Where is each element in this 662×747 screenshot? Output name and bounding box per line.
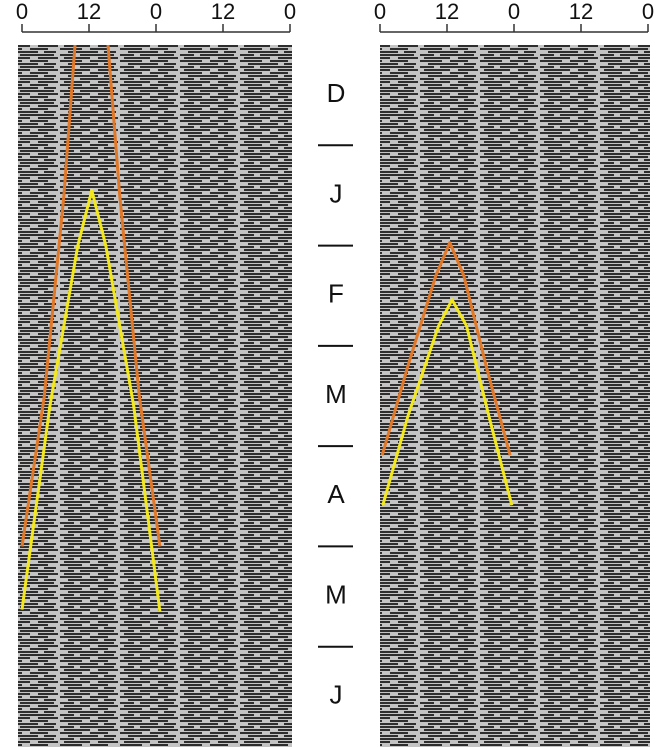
month-label: J <box>330 178 343 208</box>
month-label: M <box>325 579 347 609</box>
activity-raster <box>18 45 292 747</box>
x-tick-label: 0 <box>150 0 162 24</box>
month-label: F <box>328 279 344 309</box>
x-tick-label: 0 <box>508 0 520 24</box>
x-tick-label: 0 <box>374 0 386 24</box>
x-tick-label: 0 <box>16 0 28 24</box>
actogram-figure: 0 12 0 12 0 D J F M A M J 0 12 0 12 0 <box>0 0 662 747</box>
x-tick-label: 0 <box>642 0 654 24</box>
x-tick-label: 12 <box>211 0 235 24</box>
x-tick-label: 0 <box>284 0 296 24</box>
month-label: J <box>330 680 343 710</box>
month-label: M <box>325 379 347 409</box>
month-label: A <box>327 479 345 509</box>
x-tick-label: 12 <box>77 0 101 24</box>
x-tick-label: 12 <box>435 0 459 24</box>
x-tick-label: 12 <box>569 0 593 24</box>
month-label: D <box>327 78 346 108</box>
activity-raster <box>380 45 650 747</box>
